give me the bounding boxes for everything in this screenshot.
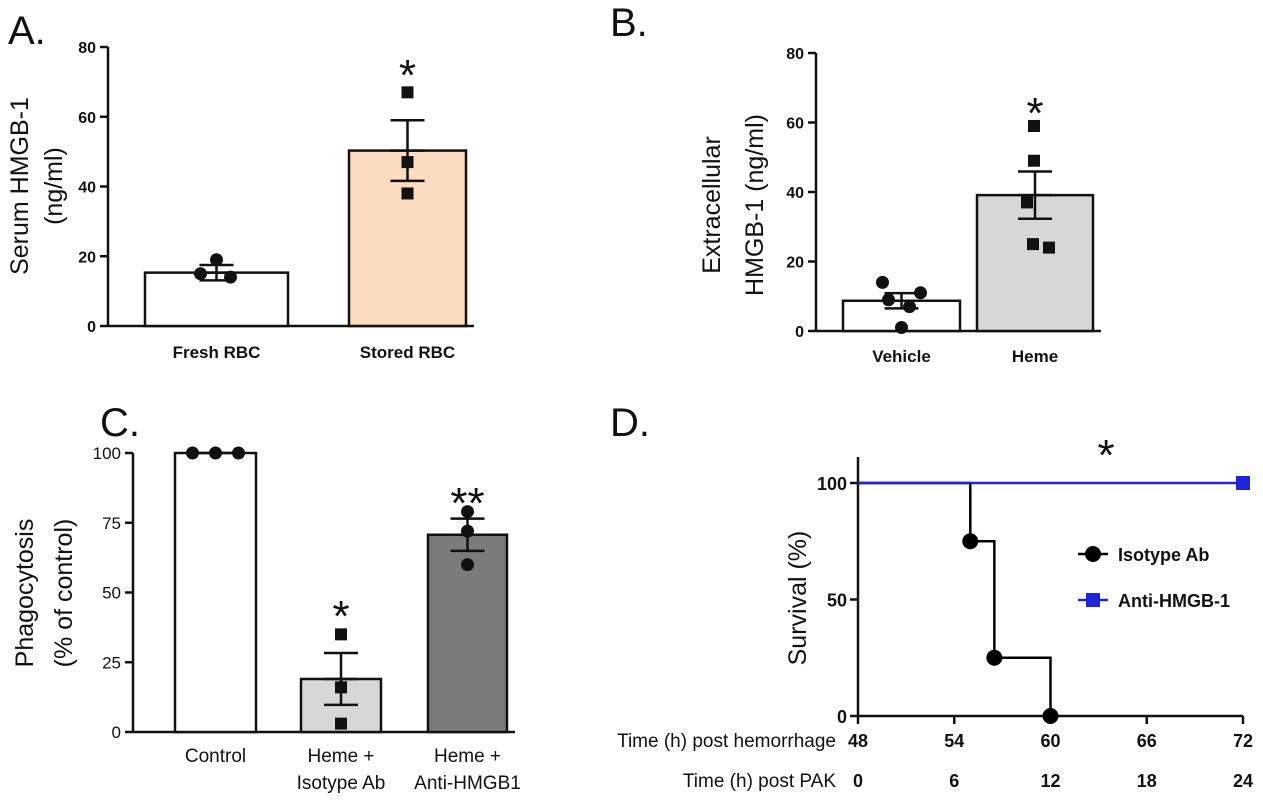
- x-tick-label: Fresh RBC: [173, 343, 261, 362]
- data-point: [232, 446, 245, 460]
- panel-b: B. 0 20 40 60 80 Extracellular HMGB-1 (ng/ml) Ve…: [610, 1, 1101, 366]
- x-tick-label: 54: [944, 731, 964, 751]
- data-point: [194, 267, 207, 281]
- data-point: [1021, 196, 1033, 209]
- data-point: [882, 293, 895, 307]
- y-tick-label: 80: [78, 40, 96, 57]
- y-axis-label: HMGB-1 (ng/ml): [741, 114, 769, 296]
- x-axis-label: Time (h) post hemorrhage: [617, 731, 836, 752]
- data-point: [876, 275, 889, 289]
- y-tick-label: 0: [87, 319, 96, 336]
- data-point: [895, 321, 908, 335]
- y-axis-label: (% of control): [50, 519, 78, 668]
- x-tick-label: Control: [185, 746, 246, 767]
- data-point: [335, 717, 347, 730]
- panel-letter: C.: [100, 401, 140, 445]
- panel-a: A. 0 20 40 60 80 Serum HMGB-1 (ng/ml) Fresh RBC S…: [6, 9, 474, 362]
- x-axis-label: Time (h) post PAK: [683, 771, 836, 792]
- y-tick-label: 40: [78, 180, 96, 197]
- x-tick-label: 24: [1233, 771, 1253, 791]
- x-tick-label: Isotype Ab: [297, 773, 386, 794]
- x-tick-label: Heme: [1012, 347, 1058, 366]
- data-point: [335, 681, 347, 694]
- y-tick-label: 50: [827, 591, 847, 611]
- y-tick-label: 0: [112, 723, 121, 742]
- x-tick-label: 0: [853, 771, 863, 791]
- survival-point: [1236, 476, 1250, 490]
- survival-point: [986, 649, 1003, 666]
- y-tick-label: 0: [837, 707, 847, 727]
- y-tick-label: 80: [786, 46, 804, 63]
- data-point: [186, 446, 199, 460]
- panel-letter: A.: [8, 9, 46, 53]
- significance-star: *: [332, 592, 349, 641]
- y-tick-label: 60: [78, 110, 96, 127]
- x-tick-label: Heme +: [307, 746, 374, 767]
- legend-marker: [1086, 593, 1100, 607]
- data-point: [1027, 238, 1039, 251]
- data-point: [914, 286, 927, 300]
- significance-star: **: [450, 479, 484, 528]
- legend-label: Anti-HMGB-1: [1118, 591, 1230, 611]
- data-point: [210, 253, 223, 267]
- x-tick-label: 6: [949, 771, 959, 791]
- data-point: [1043, 241, 1055, 254]
- x-tick-label: Vehicle: [872, 347, 931, 366]
- data-point: [209, 446, 222, 460]
- data-point: [1028, 154, 1040, 167]
- data-point: [903, 300, 916, 314]
- y-axis-label: Phagocytosis: [11, 519, 39, 668]
- significance-star: *: [399, 51, 416, 100]
- significance-star: *: [1026, 89, 1043, 138]
- x-tick-label: 66: [1137, 731, 1157, 751]
- bar: [173, 451, 258, 734]
- panel-c: C. 0 25 50 75 100 Phagocytosis (% of control) Co…: [11, 401, 521, 794]
- data-point: [401, 156, 414, 169]
- survival-point: [962, 533, 979, 550]
- x-tick-label: 48: [848, 731, 868, 751]
- data-point: [1028, 119, 1040, 132]
- survival-line: [858, 481, 1052, 716]
- survival-point: [1042, 708, 1059, 724]
- y-tick-label: 20: [786, 255, 804, 272]
- y-axis-label: Serum HMGB-1: [6, 97, 34, 275]
- data-point: [335, 628, 347, 641]
- x-tick-label: Heme +: [434, 746, 501, 767]
- y-tick-label: 40: [786, 185, 804, 202]
- x-tick-label: 60: [1040, 731, 1060, 751]
- data-point: [461, 505, 474, 519]
- y-tick-label: 20: [78, 249, 96, 266]
- x-tick-label: 72: [1233, 731, 1253, 751]
- significance-star: *: [1097, 431, 1114, 480]
- y-tick-label: 0: [795, 324, 804, 341]
- legend-label: Isotype Ab: [1118, 545, 1209, 565]
- y-tick-label: 100: [817, 474, 847, 494]
- data-point: [401, 187, 414, 200]
- legend-marker: [1085, 546, 1101, 562]
- y-tick-label: 75: [102, 514, 121, 533]
- data-point: [401, 86, 414, 99]
- x-tick-label: 12: [1040, 771, 1060, 791]
- x-tick-label: 18: [1137, 771, 1157, 791]
- data-point: [461, 524, 474, 538]
- y-tick-label: 25: [102, 653, 121, 672]
- y-tick-label: 60: [786, 116, 804, 133]
- data-point: [461, 558, 474, 572]
- data-point: [224, 270, 237, 284]
- panel-d: D. 0 50 100 Survival (%) Time (h) post hemorr…: [610, 401, 1253, 792]
- y-axis-label: (ng/ml): [40, 147, 68, 225]
- panel-letter: D.: [610, 401, 650, 445]
- x-tick-label: Anti-HMGB1: [414, 773, 521, 794]
- y-axis-label: Survival (%): [784, 531, 812, 666]
- x-tick-label: Stored RBC: [360, 343, 455, 362]
- y-axis-label: Extracellular: [698, 136, 726, 274]
- y-tick-label: 50: [102, 584, 121, 603]
- panel-letter: B.: [610, 1, 648, 45]
- y-tick-label: 100: [93, 444, 121, 463]
